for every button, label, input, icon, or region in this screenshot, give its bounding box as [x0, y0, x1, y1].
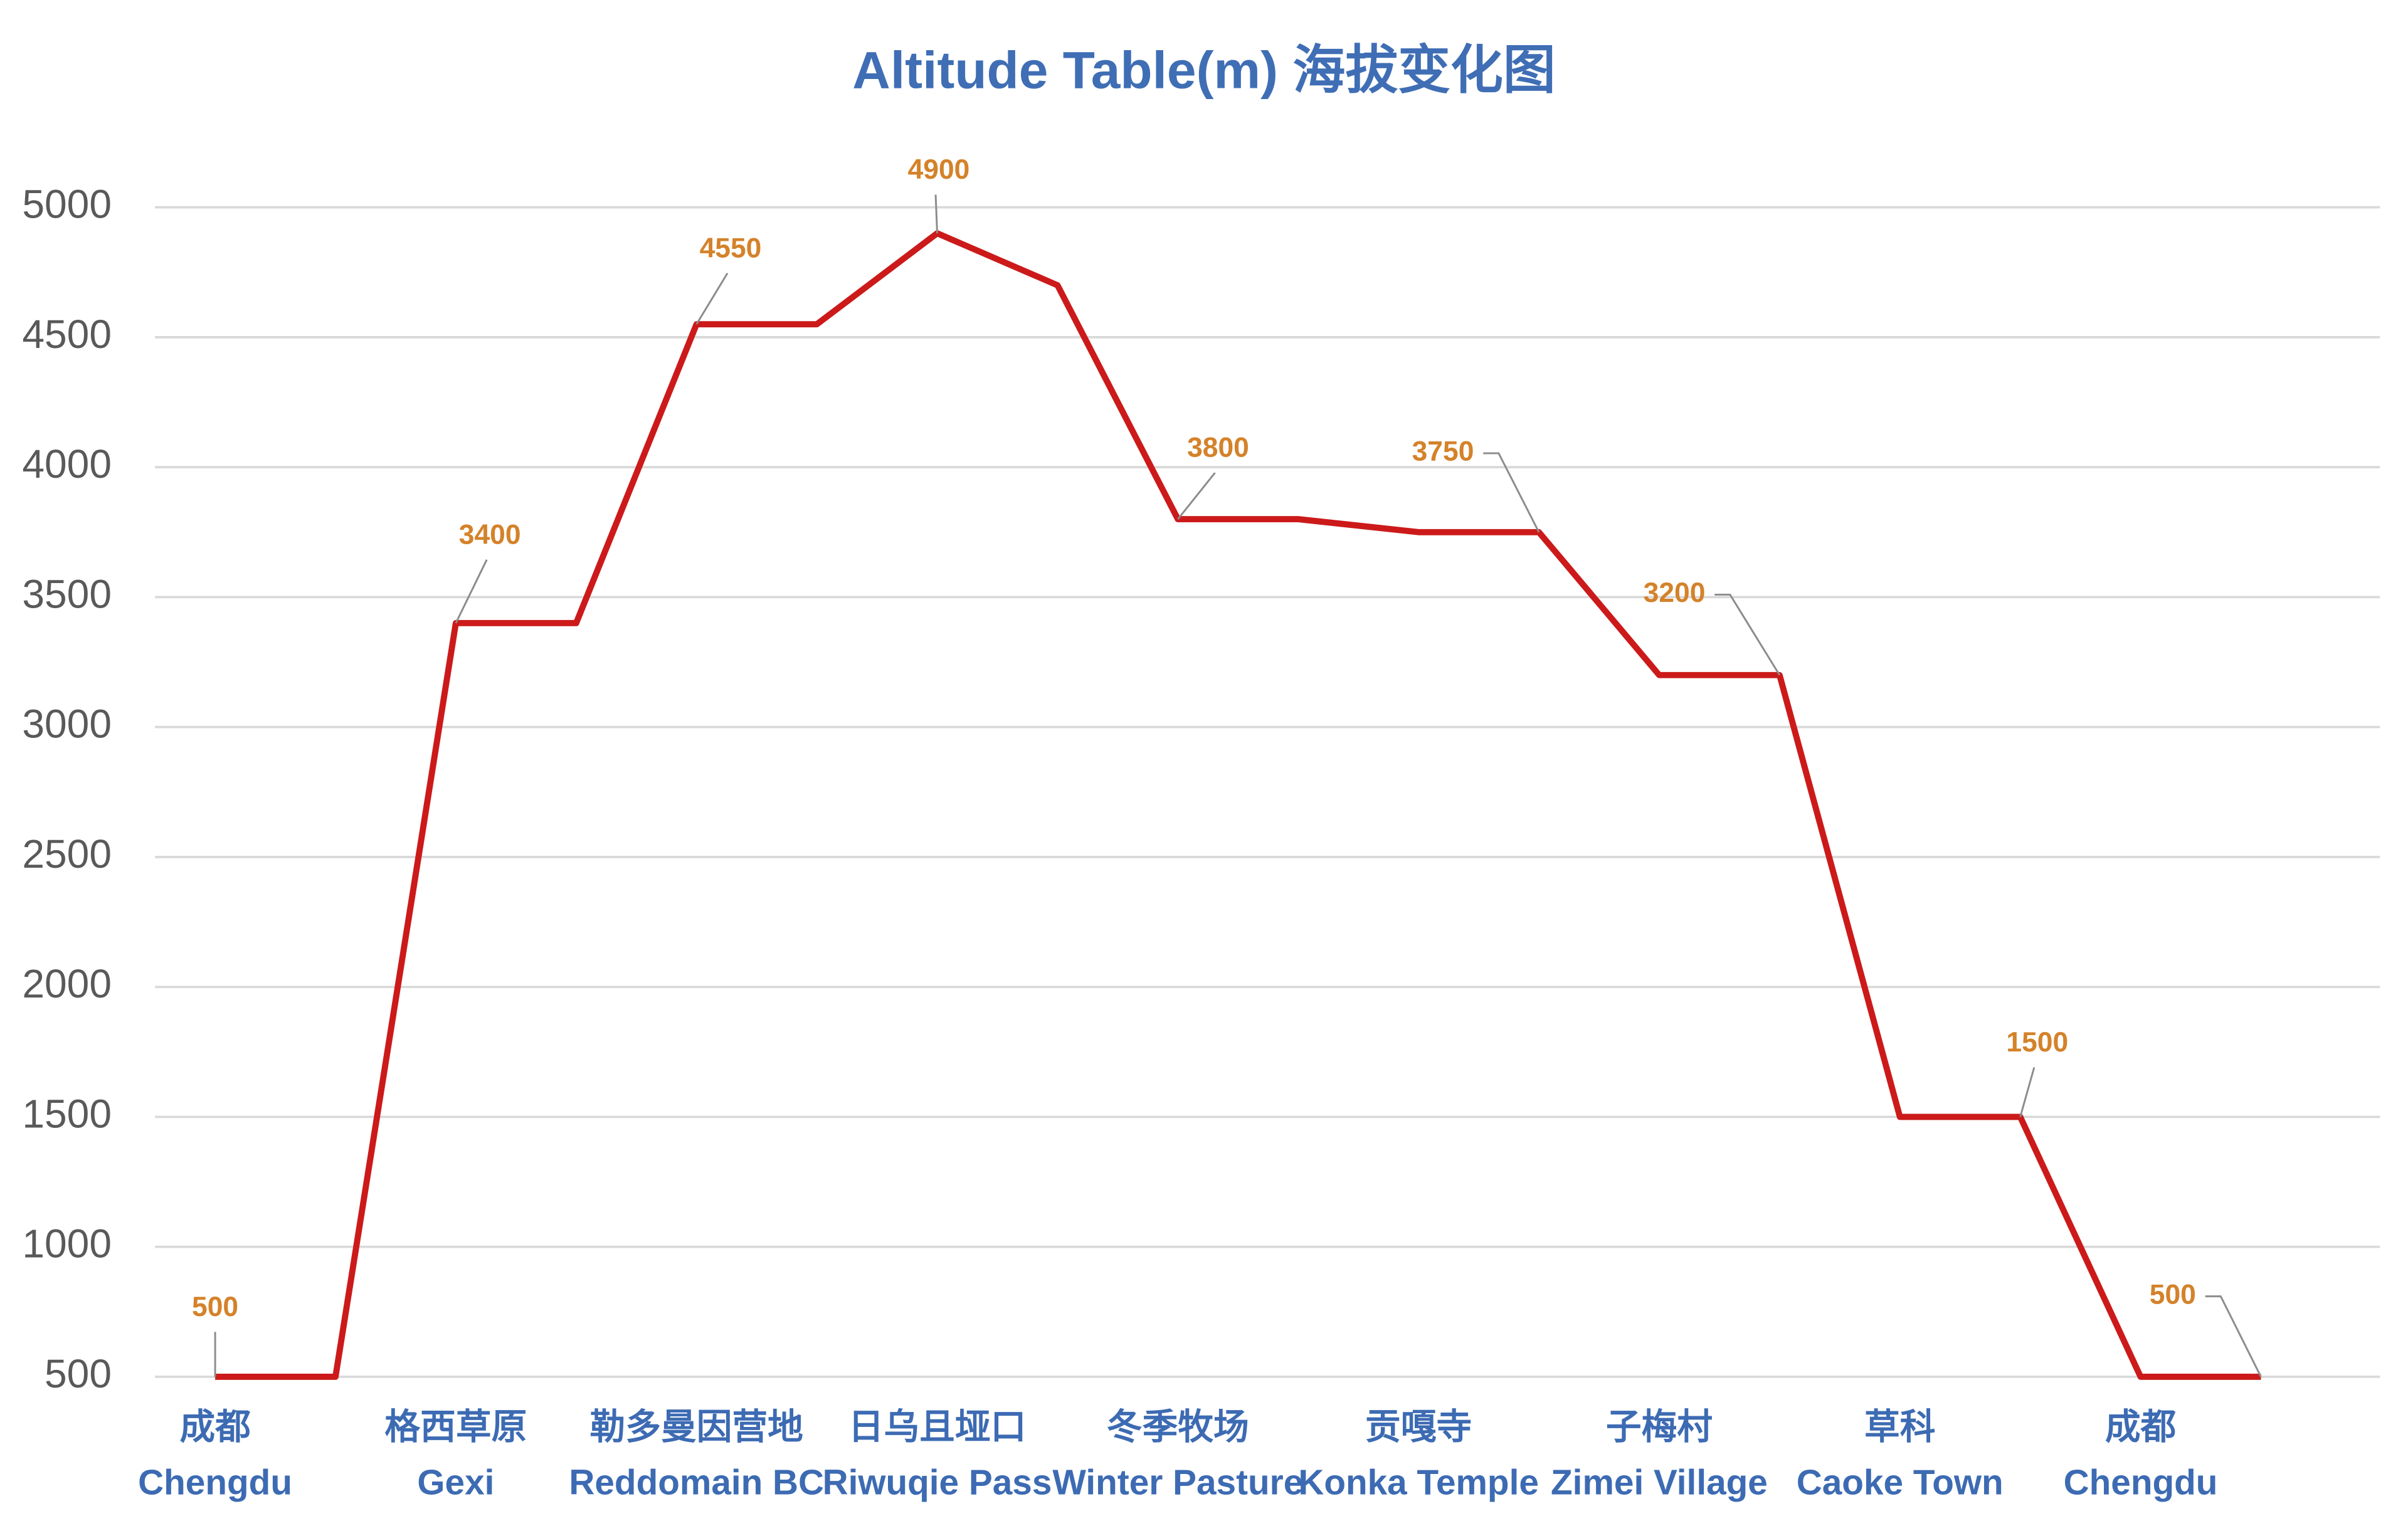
- leader-line: [1483, 452, 1540, 533]
- x-tick-label: Riwuqie Pass: [823, 1463, 1052, 1503]
- x-tick-label: Caoke Town: [1797, 1463, 2004, 1503]
- data-label: 3200: [1644, 577, 1706, 608]
- data-label: 500: [192, 1292, 238, 1322]
- x-tick-label: 勒多曼因营地: [590, 1408, 803, 1447]
- y-tick-label: 3500: [22, 571, 112, 616]
- data-label: 1500: [2006, 1027, 2068, 1058]
- x-tick-label: Chengdu: [138, 1463, 292, 1503]
- x-tick-label: 冬季牧场: [1107, 1408, 1249, 1447]
- leader-line: [1714, 593, 1781, 676]
- leader-line: [2205, 1295, 2262, 1377]
- y-tick-label: 2000: [22, 961, 112, 1006]
- y-tick-label: 5000: [22, 182, 112, 227]
- leader-line: [1177, 472, 1216, 520]
- x-tick-label: 格西草原: [384, 1408, 527, 1447]
- line: [215, 230, 2261, 1380]
- leader-line: [934, 194, 939, 234]
- data-label: 3800: [1187, 433, 1249, 463]
- x-tick-label: Gexi: [417, 1463, 494, 1503]
- x-tick-label: 子梅村: [1606, 1408, 1713, 1447]
- leader-line: [2019, 1067, 2036, 1117]
- y-tick-label: 1000: [22, 1221, 112, 1266]
- data-label: 4550: [700, 233, 762, 263]
- x-tick-label: 成都: [2105, 1408, 2176, 1447]
- y-tick-label: 2500: [22, 831, 112, 876]
- x-tick-label: 草科: [1864, 1408, 1935, 1447]
- data-label: 500: [2150, 1279, 2196, 1310]
- data-label: 4900: [908, 154, 970, 185]
- data-label: 3400: [459, 519, 521, 550]
- chart-title: Altitude Table(m) 海拔变化图: [852, 41, 1555, 100]
- leader-line: [455, 559, 488, 624]
- x-tick-label: 贡嘎寺: [1365, 1408, 1472, 1447]
- x-tick-label: Konka Temple: [1298, 1463, 1539, 1503]
- data-label: 3750: [1412, 436, 1474, 467]
- x-tick-label: Chengdu: [2064, 1463, 2218, 1503]
- leader-line: [695, 272, 729, 325]
- x-tick-label: 成都: [179, 1408, 250, 1447]
- y-tick-label: 1500: [22, 1091, 112, 1136]
- y-tick-label: 4000: [22, 441, 112, 487]
- y-tick-label: 500: [45, 1351, 112, 1396]
- y-tick-label: 4500: [22, 312, 112, 357]
- y-tick-label: 3000: [22, 702, 112, 747]
- x-tick-label: Winter Pasture: [1052, 1463, 1303, 1503]
- x-tick-label: Reddomain BC: [569, 1463, 824, 1503]
- x-tick-label: Zimei Village: [1551, 1463, 1768, 1503]
- x-tick-label: 日乌且垭口: [848, 1408, 1027, 1447]
